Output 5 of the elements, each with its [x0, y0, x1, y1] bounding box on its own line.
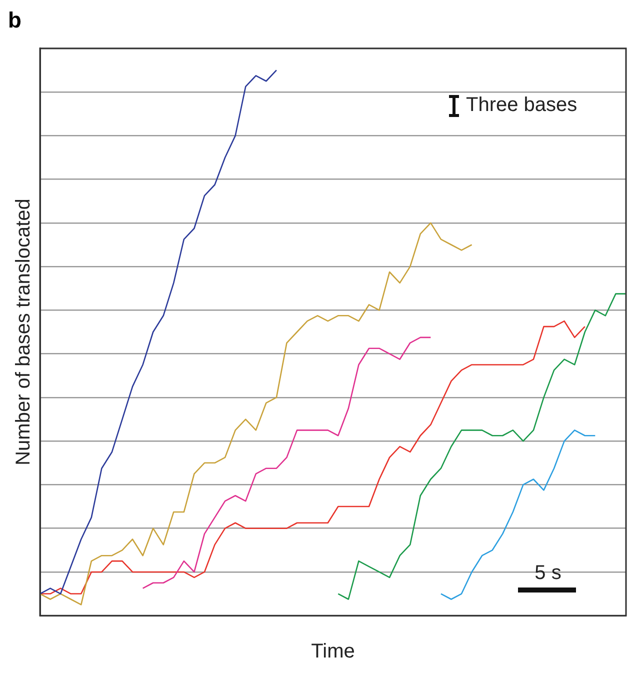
- chart-title: b: [8, 7, 22, 32]
- x-axis-title: Time: [311, 640, 355, 663]
- y-axis-title: Number of bases translocated: [12, 198, 35, 466]
- annotation: 5 s: [534, 562, 562, 584]
- annotation: Three bases: [466, 94, 578, 117]
